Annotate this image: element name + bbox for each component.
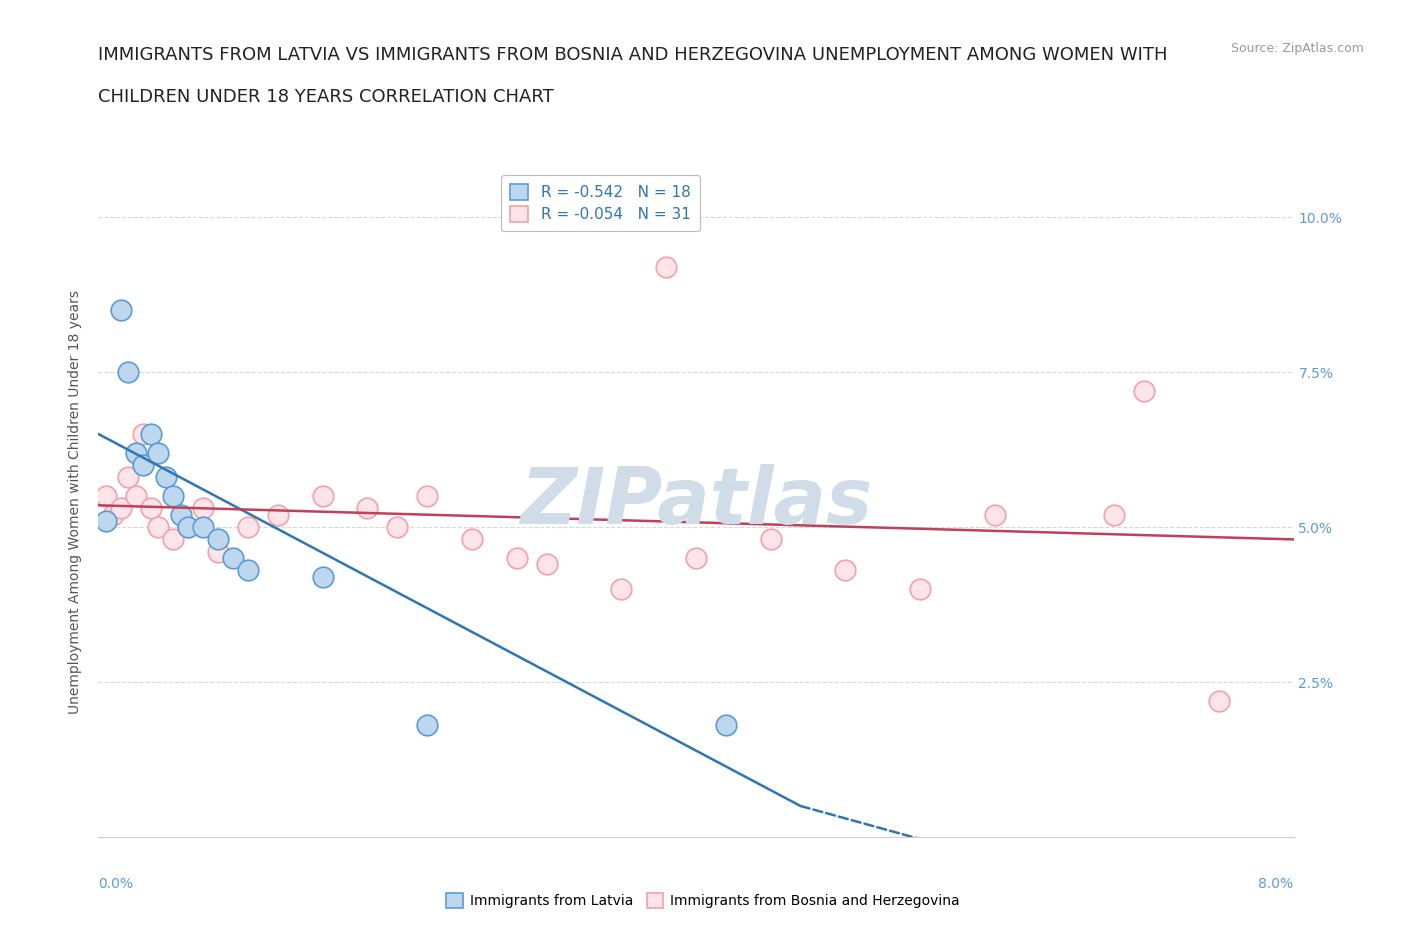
Point xyxy=(162,532,184,547)
Point xyxy=(132,427,155,442)
Point xyxy=(506,551,529,565)
Legend: Immigrants from Latvia, Immigrants from Bosnia and Herzegovina: Immigrants from Latvia, Immigrants from … xyxy=(440,888,966,914)
Point xyxy=(267,507,290,522)
Point xyxy=(110,302,132,317)
Point xyxy=(191,520,214,535)
Point xyxy=(1102,507,1125,522)
Legend: R = -0.542   N = 18, R = -0.054   N = 31: R = -0.542 N = 18, R = -0.054 N = 31 xyxy=(501,175,700,232)
Text: 0.0%: 0.0% xyxy=(98,877,134,891)
Y-axis label: Unemployment Among Women with Children Under 18 years: Unemployment Among Women with Children U… xyxy=(69,290,83,714)
Point xyxy=(177,520,200,535)
Point xyxy=(191,501,214,516)
Point xyxy=(94,488,117,503)
Point xyxy=(311,488,333,503)
Point xyxy=(103,507,125,522)
Point xyxy=(759,532,782,547)
Point xyxy=(834,563,856,578)
Point xyxy=(125,445,148,460)
Point xyxy=(984,507,1007,522)
Point xyxy=(311,569,333,584)
Point xyxy=(685,551,707,565)
Point xyxy=(148,445,170,460)
Point xyxy=(117,470,139,485)
Text: ZIPatlas: ZIPatlas xyxy=(520,464,872,540)
Point xyxy=(236,563,259,578)
Point xyxy=(536,557,558,572)
Point xyxy=(655,259,678,274)
Point xyxy=(207,532,229,547)
Point xyxy=(155,470,177,485)
Point xyxy=(610,581,633,596)
Text: 8.0%: 8.0% xyxy=(1258,877,1294,891)
Point xyxy=(356,501,378,516)
Point xyxy=(416,718,439,733)
Point xyxy=(1133,383,1156,398)
Point xyxy=(222,551,245,565)
Point xyxy=(139,427,162,442)
Text: Source: ZipAtlas.com: Source: ZipAtlas.com xyxy=(1230,42,1364,55)
Point xyxy=(94,513,117,528)
Point xyxy=(148,520,170,535)
Text: IMMIGRANTS FROM LATVIA VS IMMIGRANTS FROM BOSNIA AND HERZEGOVINA UNEMPLOYMENT AM: IMMIGRANTS FROM LATVIA VS IMMIGRANTS FRO… xyxy=(98,46,1168,64)
Point xyxy=(416,488,439,503)
Point xyxy=(139,501,162,516)
Text: CHILDREN UNDER 18 YEARS CORRELATION CHART: CHILDREN UNDER 18 YEARS CORRELATION CHAR… xyxy=(98,88,554,106)
Point xyxy=(162,488,184,503)
Point xyxy=(385,520,409,535)
Point xyxy=(207,544,229,559)
Point xyxy=(1208,693,1230,708)
Point xyxy=(117,365,139,379)
Point xyxy=(110,501,132,516)
Point xyxy=(461,532,484,547)
Point xyxy=(177,520,200,535)
Point xyxy=(132,458,155,472)
Point xyxy=(125,488,148,503)
Point xyxy=(714,718,737,733)
Point xyxy=(169,507,191,522)
Point xyxy=(236,520,259,535)
Point xyxy=(908,581,931,596)
